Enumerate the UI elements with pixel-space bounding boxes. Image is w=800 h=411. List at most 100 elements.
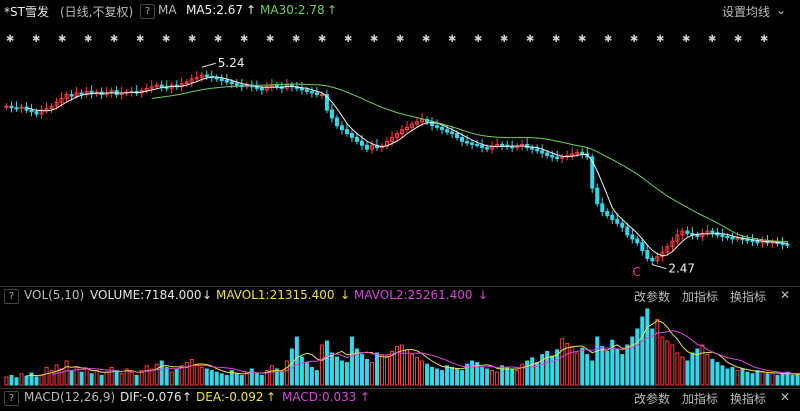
macd-label: MACD(12,26,9) (24, 390, 116, 404)
volume-bar (665, 340, 670, 386)
volume-bar (189, 358, 194, 386)
volume-bar (455, 368, 460, 386)
candlestick (480, 144, 485, 149)
volume-bar (384, 355, 389, 386)
volume-bar (650, 328, 655, 386)
event-star-icon: ✱ (656, 34, 664, 45)
volume-switch-indicator-button[interactable]: 换指标 (730, 290, 767, 304)
volume-bar (765, 373, 770, 386)
volume-change-params-button[interactable]: 改参数 (634, 290, 671, 304)
set-ma-button[interactable]: 设置均线 (722, 5, 771, 19)
candlestick (450, 131, 455, 135)
volume-bar (690, 352, 695, 386)
volume-bar (640, 316, 645, 386)
macd-change-params-button[interactable]: 改参数 (634, 392, 671, 406)
help-icon[interactable]: ? (140, 4, 155, 19)
candlestick (344, 129, 349, 135)
candlestick (334, 117, 339, 127)
volume-bar (760, 371, 765, 386)
candlestick (49, 105, 54, 110)
candlestick (535, 148, 540, 152)
price-chart[interactable]: ✱ ✱ ✱ ✱ ✱ ✱ ✱ ✱ ✱ ✱ ✱ ✱ ✱ ✱ ✱ ✱ ✱ ✱ ✱ ✱ ✱ ✱ ✱ ✱ ✱ ✱ ✱ ✱ ✱ ✱ 5.24 2.47 C (0, 24, 800, 286)
event-star-icon: ✱ (32, 34, 40, 45)
candlestick (159, 84, 164, 88)
candlestick (369, 144, 374, 150)
volume-bar (660, 336, 665, 386)
candlestick (339, 125, 344, 131)
volume-bar (520, 363, 525, 386)
event-star-icon: ✱ (84, 34, 92, 45)
volume-bar (89, 373, 94, 386)
volume-chart[interactable] (0, 307, 800, 387)
candlestick (64, 94, 69, 99)
candlestick (219, 78, 224, 81)
candlestick (595, 187, 600, 205)
volume-bar (239, 374, 244, 386)
volume-bar (625, 344, 630, 386)
candlestick (785, 243, 790, 246)
volume-bar (450, 366, 455, 386)
ma5-value: MA5:2.67 (186, 3, 243, 17)
candlestick (324, 94, 329, 111)
candlestick (430, 121, 435, 127)
candlestick (600, 203, 605, 213)
candlestick (259, 87, 264, 91)
macd-close-icon[interactable]: ✕ (780, 390, 791, 404)
chevron-down-icon[interactable]: ⌄ (776, 3, 787, 17)
candlestick (545, 152, 550, 156)
candlestick (465, 140, 470, 144)
volume-bar (600, 346, 605, 386)
volume-bar (34, 376, 39, 386)
volume-bar (480, 366, 485, 386)
volume-bar (379, 354, 384, 386)
mavol1-line (26, 320, 800, 377)
volume-bar (94, 370, 99, 386)
macd-help-icon[interactable]: ? (4, 391, 19, 406)
candlestick (79, 92, 84, 96)
candlestick (84, 90, 89, 96)
dea-value: DEA:-0.092 (196, 390, 264, 404)
volume-bar (475, 362, 480, 386)
candlestick (470, 142, 475, 145)
candlestick (314, 92, 319, 96)
candlestick (224, 79, 229, 83)
volume-close-icon[interactable]: ✕ (780, 288, 791, 302)
volume-bar (715, 362, 720, 386)
volume-bar (590, 360, 595, 386)
volume-bar (354, 348, 359, 386)
volume-bar (735, 370, 740, 386)
volume-bar (430, 366, 435, 386)
volume-bar (440, 370, 445, 386)
event-star-icon: ✱ (422, 34, 430, 45)
candlestick (570, 153, 575, 156)
ma5-line (26, 76, 788, 257)
event-star-icon: ✱ (708, 34, 716, 45)
candlestick (685, 230, 690, 234)
volume-bar (199, 366, 204, 386)
candlestick (274, 84, 279, 88)
volume-bar (675, 352, 680, 386)
macd-switch-indicator-button[interactable]: 换指标 (730, 392, 767, 406)
volume-bar (264, 370, 269, 386)
candlestick (730, 236, 735, 240)
volume-bar (294, 336, 299, 386)
event-star-icon: ✱ (474, 34, 482, 45)
volume-bar (425, 363, 430, 386)
volume-bar (339, 360, 344, 386)
candlestick (485, 147, 490, 150)
stock-name[interactable]: *ST雪发 (4, 5, 49, 19)
volume-bar (585, 354, 590, 386)
candlestick (229, 81, 234, 85)
candlestick (635, 238, 640, 244)
volume-add-indicator-button[interactable]: 加指标 (682, 290, 719, 304)
macd-add-indicator-button[interactable]: 加指标 (682, 392, 719, 406)
candlestick (29, 109, 34, 113)
candlestick (354, 136, 359, 142)
volume-bar (405, 349, 410, 386)
candlestick (580, 151, 585, 155)
candlestick (435, 125, 440, 128)
volume-bar (389, 350, 394, 386)
volume-help-icon[interactable]: ? (4, 289, 19, 304)
volume-bar (610, 339, 615, 386)
volume-bar (219, 373, 224, 386)
